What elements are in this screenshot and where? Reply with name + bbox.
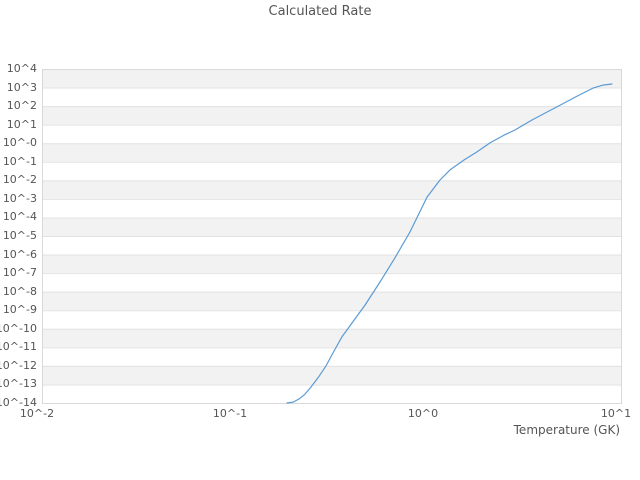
x-axis-title: Temperature (GK): [513, 423, 620, 437]
x-tick-label: 10^1: [600, 407, 632, 420]
y-tick-label: 10^-3: [2, 191, 37, 205]
y-tick-label: 10^2: [6, 99, 37, 113]
y-tick-label: 10^4: [6, 62, 37, 75]
y-tick-label: 10^-12: [0, 358, 37, 372]
y-tick-label: 10^3: [6, 80, 37, 94]
decade-band: [42, 198, 621, 218]
y-tick-label: 10^-13: [0, 377, 37, 391]
rate-curve: [286, 83, 613, 404]
y-tick-label: 10^-5: [2, 229, 37, 242]
decade-band: [42, 69, 621, 88]
y-tick-label: 10^-8: [2, 284, 37, 298]
decade-band: [42, 217, 621, 236]
decade-band: [42, 124, 621, 144]
y-tick-label: 10^-7: [2, 266, 37, 280]
y-tick-label: 10^1: [6, 117, 37, 131]
decade-band: [42, 273, 621, 292]
decade-band: [42, 384, 621, 403]
y-tick-label: 10^-1: [2, 154, 37, 168]
decade-band: [42, 365, 621, 385]
decade-band: [42, 87, 621, 107]
y-tick-label: 10^-11: [0, 340, 37, 354]
y-tick-label: 10^-2: [2, 173, 37, 187]
plot-border: [42, 69, 622, 404]
x-tick-label: 10^-2: [19, 407, 55, 420]
decade-band: [42, 254, 621, 274]
y-tick-label: 10^-6: [2, 247, 37, 261]
decade-band: [42, 291, 621, 311]
decade-band: [42, 328, 621, 348]
y-tick-label: 10^-4: [2, 210, 37, 224]
decade-band: [42, 180, 621, 199]
y-tick-label: 10^-9: [2, 303, 37, 317]
x-tick-label: 10^-1: [212, 407, 248, 420]
chart-title: Calculated Rate: [268, 4, 372, 19]
x-tick-label: 10^0: [407, 407, 439, 420]
decade-band: [42, 161, 621, 181]
decade-band: [42, 143, 621, 162]
decade-band: [42, 236, 621, 255]
y-tick-label: 10^-0: [2, 136, 37, 150]
y-tick-label: 10^-14: [0, 396, 37, 409]
y-tick-label: 10^-10: [0, 321, 37, 335]
decade-band: [42, 310, 621, 329]
decade-band: [42, 106, 621, 125]
